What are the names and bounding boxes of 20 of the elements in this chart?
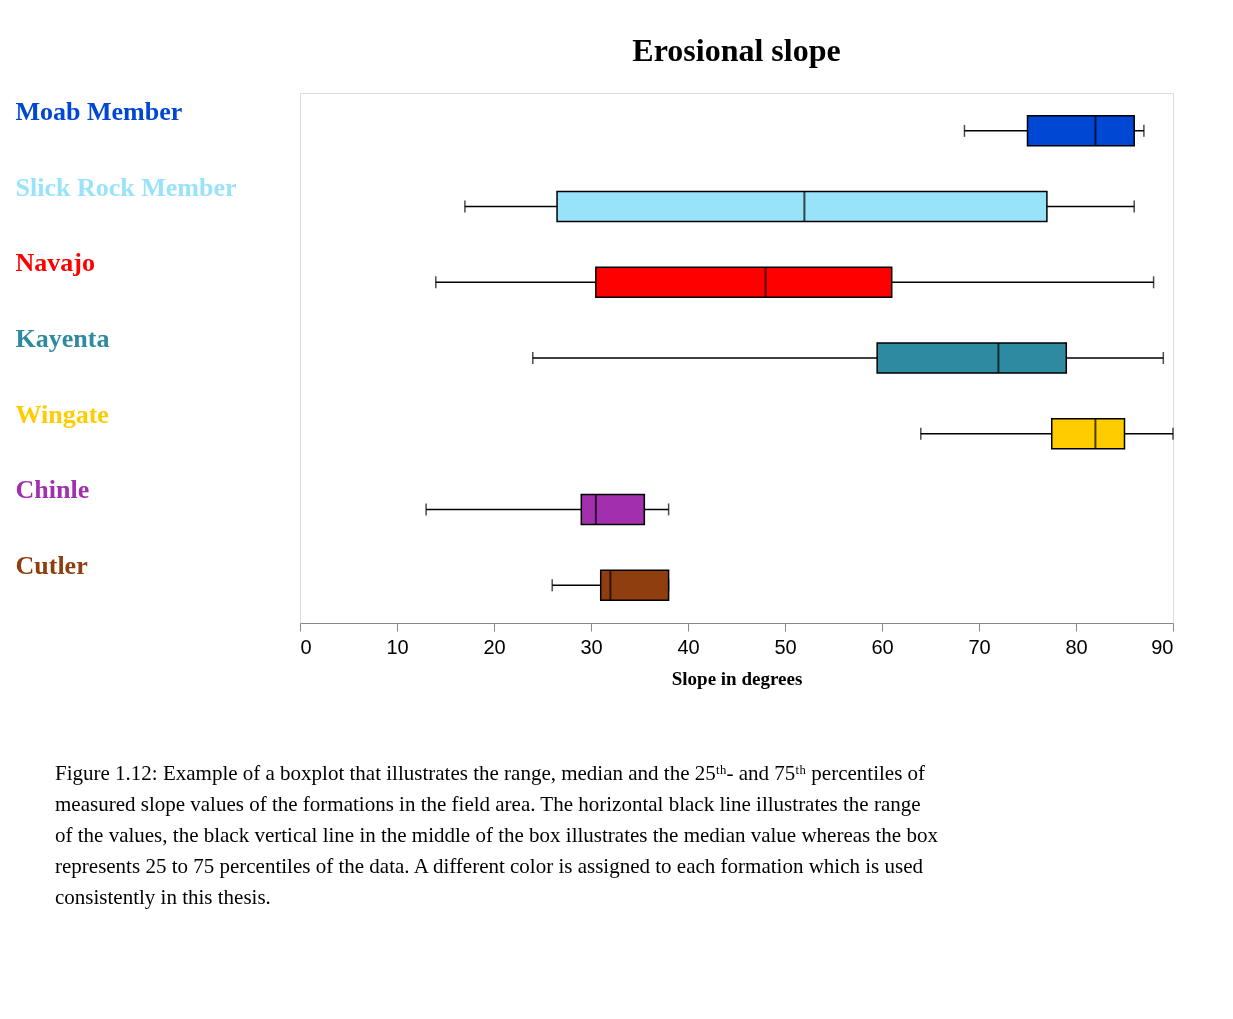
x-tick-label: 20	[483, 635, 506, 658]
x-axis-title: Slope in degrees	[671, 667, 803, 689]
y-tick-label: Moab Member	[15, 96, 183, 126]
y-tick-label: Cutler	[15, 551, 88, 581]
x-tick-label: 30	[580, 635, 603, 658]
y-tick-label: Chinle	[15, 475, 90, 505]
x-tick-label: 50	[774, 635, 797, 658]
x-tick-label: 0	[300, 635, 312, 658]
caption: Figure 1.12: Example of a boxplot that illustrates the range, median and the 25ᵗʰ- and 75ᵗʰ percentiles of measured slope values of the formations in the field area. The horizontal black line illustrates the range of the values, the black vertical line in the middle of the box illustrates the median value whereas the box represents 25 to 75 percentiles of the data. A different color is assigned to each formation which is used consistently in this thesis.	[55, 761, 939, 909]
x-tick-label: 40	[677, 635, 700, 658]
x-tick-label: 10	[386, 635, 409, 658]
x-tick-label: 90	[1151, 635, 1174, 658]
y-tick-label: Kayenta	[15, 324, 110, 353]
y-tick-label: Navajo	[15, 248, 95, 278]
y-tick-label: Wingate	[15, 399, 109, 429]
x-tick-label: 60	[871, 635, 894, 658]
x-tick-label: 70	[968, 635, 991, 658]
chart-title: Erosional slope	[632, 32, 841, 68]
y-tick-label: Slick Rock Member	[15, 172, 237, 202]
x-tick-label: 80	[1065, 635, 1088, 658]
